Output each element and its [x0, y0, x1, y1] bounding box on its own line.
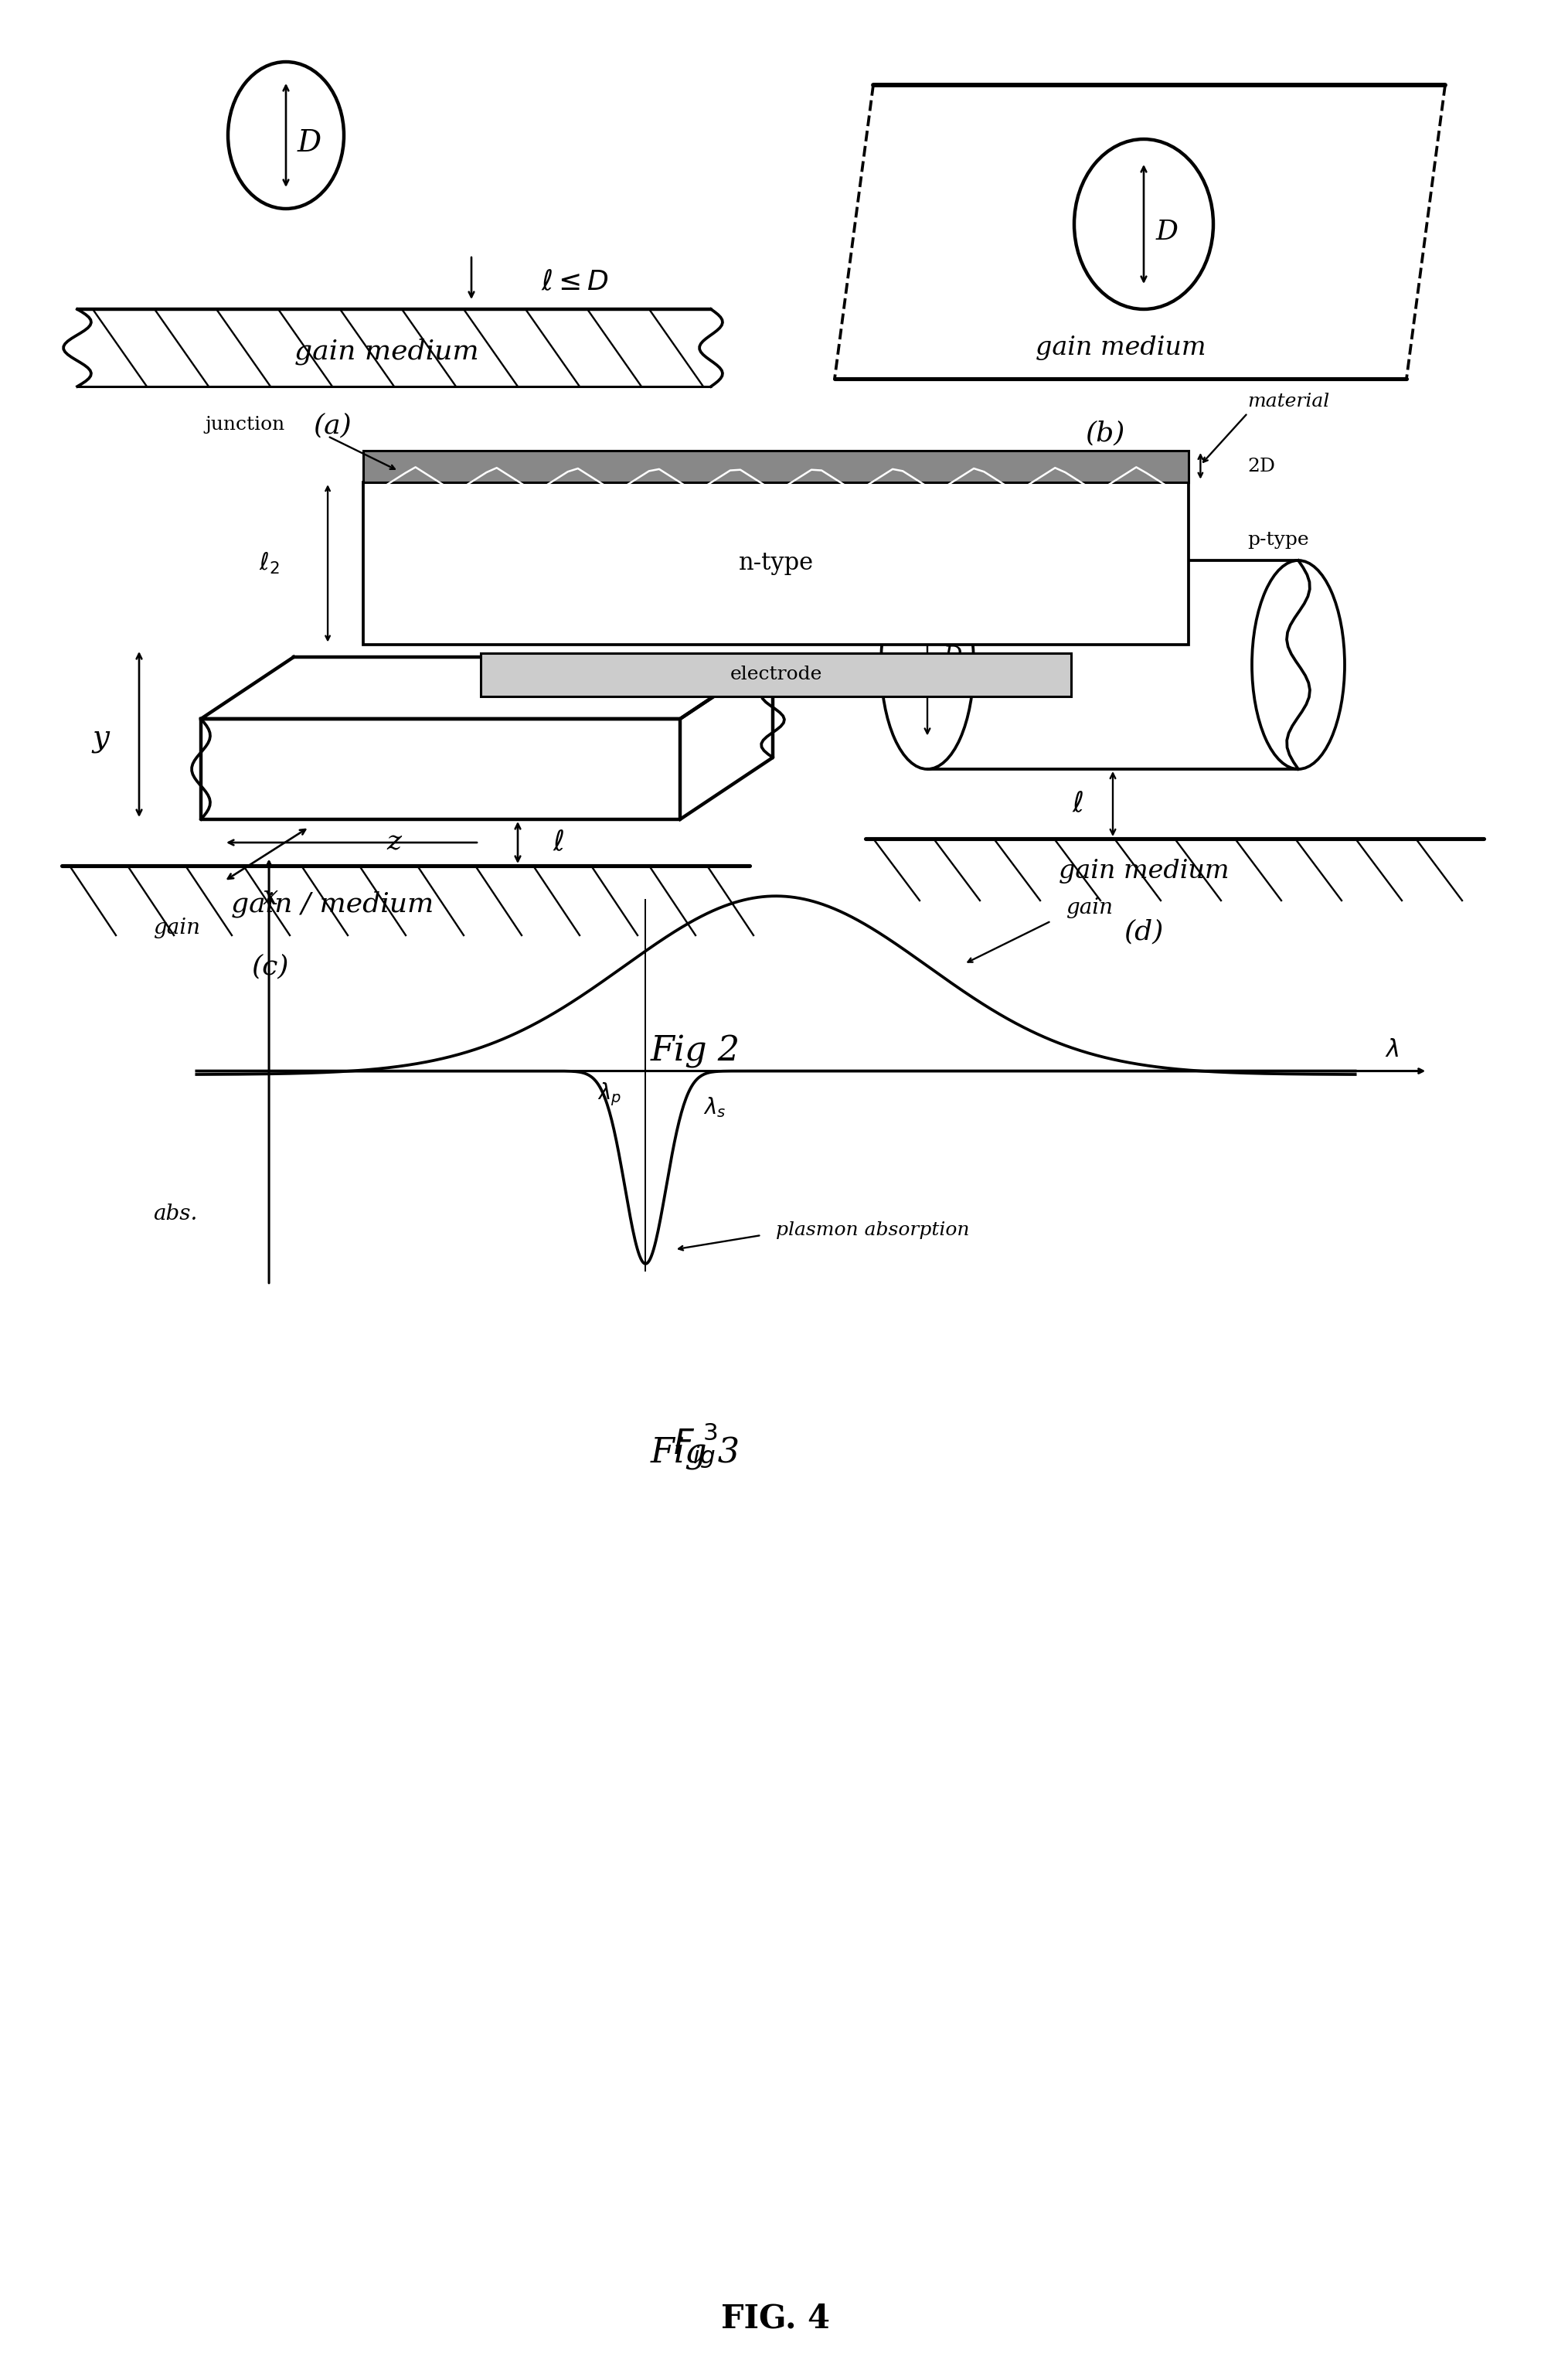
- Text: $\ell$: $\ell$: [1072, 790, 1084, 816]
- Text: $\ell$: $\ell$: [552, 828, 565, 857]
- Text: p-type: p-type: [1247, 531, 1309, 550]
- Text: (b): (b): [1084, 419, 1124, 445]
- Bar: [481, 652, 1070, 697]
- Text: x: x: [262, 883, 278, 909]
- Text: (a): (a): [313, 412, 352, 438]
- Text: plasmon absorption: plasmon absorption: [776, 1221, 969, 1240]
- Text: gain: gain: [1066, 897, 1112, 919]
- Text: z: z: [386, 828, 402, 857]
- Text: D: D: [296, 129, 321, 157]
- Text: $\lambda$: $\lambda$: [1383, 1038, 1397, 1061]
- Text: $\lambda_p$: $\lambda_p$: [597, 1081, 620, 1109]
- Text: FIG. 4: FIG. 4: [721, 2304, 830, 2335]
- Text: electrode: electrode: [729, 666, 822, 683]
- Text: $F_{ig}^{\ 3}$: $F_{ig}^{\ 3}$: [673, 1421, 718, 1471]
- Text: gain medium: gain medium: [1058, 859, 1228, 883]
- Text: abs.: abs.: [154, 1204, 197, 1223]
- Bar: [363, 483, 1188, 645]
- Bar: [363, 450, 1188, 483]
- Text: $\lambda_s$: $\lambda_s$: [703, 1095, 726, 1119]
- Text: D: D: [943, 645, 962, 669]
- Text: $\ell \leq D$: $\ell \leq D$: [541, 269, 608, 295]
- Text: D: D: [1155, 219, 1177, 245]
- Text: gain: gain: [154, 919, 200, 938]
- Text: Fig 3: Fig 3: [650, 1438, 740, 1471]
- Text: material: material: [1247, 393, 1329, 409]
- Text: gain medium: gain medium: [295, 338, 478, 364]
- Text: Fig 2: Fig 2: [650, 1035, 740, 1069]
- Text: junction: junction: [205, 416, 285, 433]
- Text: (c): (c): [251, 952, 288, 978]
- Text: $\ell_2$: $\ell_2$: [259, 552, 279, 576]
- Text: (d): (d): [1123, 919, 1163, 945]
- Text: y: y: [92, 724, 109, 752]
- Text: gain / medium: gain / medium: [231, 890, 433, 919]
- Text: n-type: n-type: [738, 552, 813, 576]
- Text: gain medium: gain medium: [1035, 336, 1205, 359]
- Text: 2D: 2D: [1247, 457, 1275, 476]
